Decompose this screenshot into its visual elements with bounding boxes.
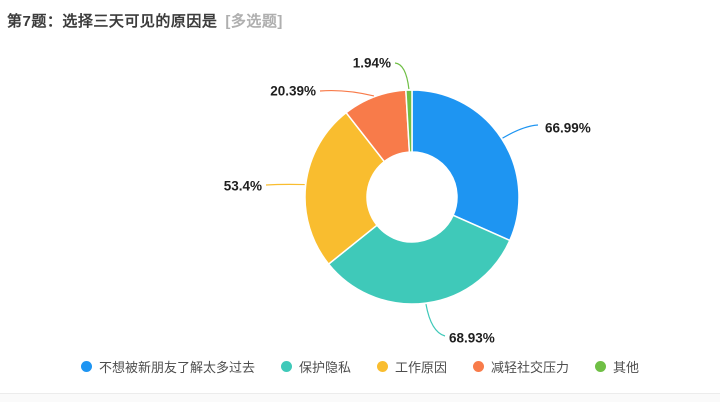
label-line-5	[394, 62, 410, 90]
question-title-row: 第7题：选择三天可见的原因是 [多选题]	[7, 10, 283, 31]
percent-label-1: 66.99%	[545, 121, 591, 136]
legend-label: 保护隐私	[298, 359, 351, 375]
percent-label-3: 53.4%	[224, 179, 262, 194]
donut-segment-1[interactable]	[411, 89, 520, 242]
legend-dot-icon	[280, 360, 292, 372]
legend-dot-icon	[595, 360, 607, 372]
legend-label: 其他	[613, 359, 640, 375]
chart-legend: 不想被新朋友了解太多过去 保护隐私 工作原因 减轻社交压力 其他	[0, 354, 720, 378]
legend-item-4[interactable]: 减轻社交压力	[473, 357, 569, 376]
legend-dot-icon	[376, 360, 388, 372]
label-line-3	[265, 183, 305, 186]
question-type-badge: [多选题]	[225, 13, 283, 30]
donut-segment-3[interactable]	[304, 111, 386, 266]
legend-dot-icon	[80, 360, 92, 372]
legend-item-3[interactable]: 工作原因	[376, 357, 447, 376]
legend-label: 工作原因	[394, 359, 447, 375]
percent-label-5: 1.94%	[353, 56, 391, 71]
label-line-4	[319, 89, 375, 97]
label-line-2	[425, 303, 446, 337]
legend-dot-icon	[473, 360, 484, 372]
panel-bottom-edge	[0, 393, 720, 402]
percent-label-4: 20.39%	[270, 84, 316, 99]
legend-item-5[interactable]: 其他	[595, 357, 639, 376]
legend-item-2[interactable]: 保护隐私	[280, 357, 351, 376]
question-title: 第7题：选择三天可见的原因是	[7, 13, 218, 30]
legend-label: 不想被新朋友了解太多过去	[98, 359, 255, 375]
legend-label: 减轻社交压力	[491, 359, 570, 375]
label-line-1	[502, 124, 539, 139]
donut-segment-5[interactable]	[405, 89, 413, 153]
legend-item-1[interactable]: 不想被新朋友了解太多过去	[80, 357, 255, 376]
donut-segment-2[interactable]	[327, 214, 511, 305]
percent-label-2: 68.93%	[449, 331, 495, 346]
